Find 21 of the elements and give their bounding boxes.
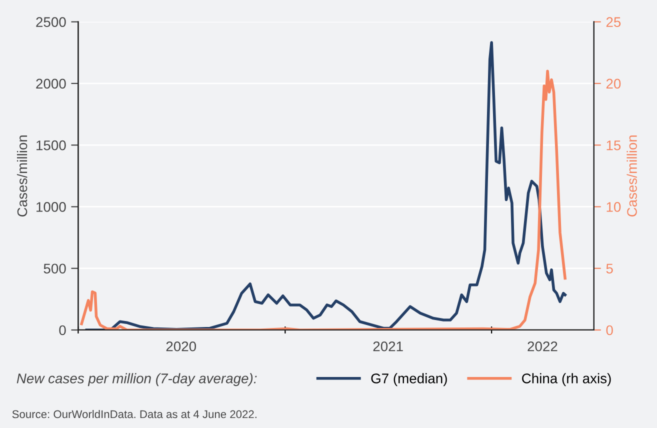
y2-tick-label: 10	[606, 202, 621, 212]
y2-tick-label: 5	[606, 264, 613, 274]
x-tick-label: 2021	[373, 341, 403, 352]
legend-label: G7 (median)	[371, 373, 447, 386]
y2-tick-label: 20	[606, 78, 621, 89]
y-tick-label: 0	[59, 325, 66, 336]
y2-axis-title: Cases/million	[626, 136, 637, 216]
y-tick-label: 1000	[36, 202, 66, 212]
y-tick-label: 1500	[36, 140, 66, 150]
y2-tick-label: 15	[606, 140, 621, 150]
y2-tick-label: 25	[606, 17, 621, 27]
y2-tick-label: 0	[606, 325, 613, 336]
y-tick-label: 2000	[36, 78, 66, 89]
source-note: Source: OurWorldInData. Data as at 4 June 2022.	[12, 410, 256, 418]
y-tick-label: 500	[44, 264, 66, 274]
x-tick-label: 2022	[528, 341, 558, 352]
y-tick-label: 2500	[36, 17, 66, 27]
y-axis-title: Cases/million	[16, 136, 28, 216]
legend-label: China (rh axis)	[522, 373, 611, 386]
legend-title: New cases per million (7-day average):	[16, 373, 257, 386]
x-tick-label: 2020	[166, 341, 196, 352]
